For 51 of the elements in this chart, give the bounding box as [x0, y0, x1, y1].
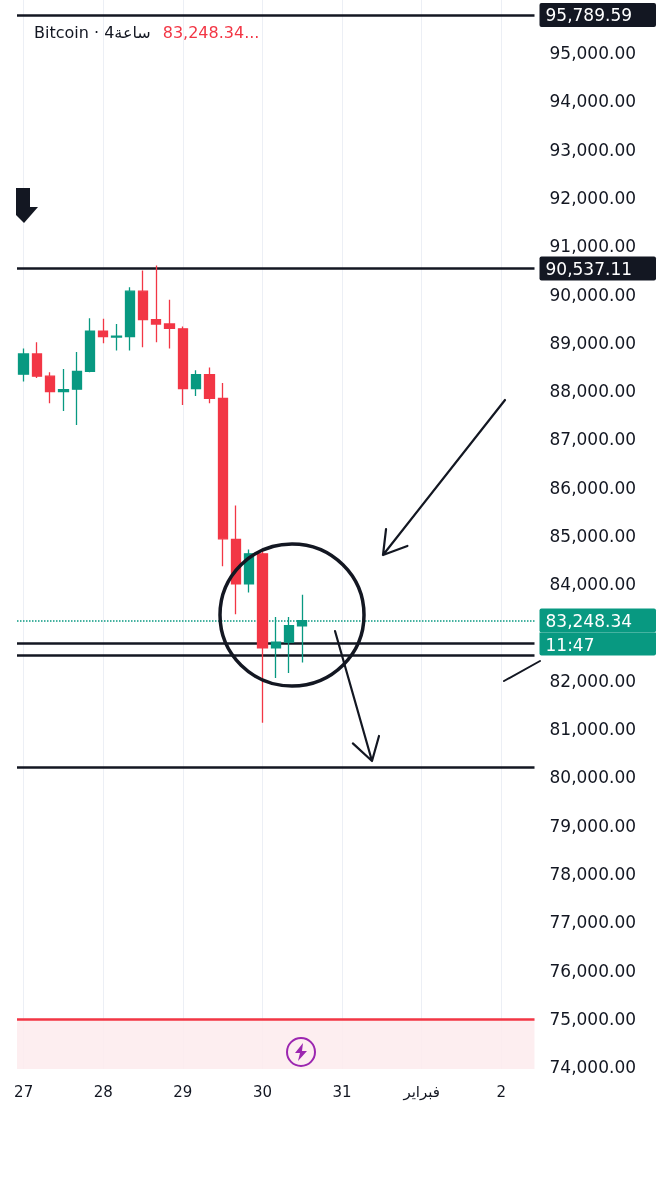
candlestick: [71, 351, 83, 426]
candlestick: [44, 371, 56, 404]
y-tick-label: 89,000.00: [549, 332, 637, 353]
y-tick-label: 81,000.00: [549, 719, 637, 740]
y-tick-label: 86,000.00: [549, 477, 637, 498]
y-tick-label: 88,000.00: [549, 381, 637, 402]
ref-line-label: 95,789.59: [545, 4, 633, 25]
y-tick-label: 80,000.00: [549, 767, 637, 788]
y-tick-label: 79,000.00: [549, 815, 637, 836]
y-tick-label: 84,000.00: [549, 574, 637, 595]
y-tick-label: 78,000.00: [549, 863, 637, 884]
y-tick-label: 90,000.00: [549, 284, 637, 305]
candlestick: [84, 317, 96, 373]
x-tick-label: 27: [14, 1082, 34, 1101]
x-tick-label: 30: [252, 1082, 273, 1101]
y-tick-label: 92,000.00: [549, 187, 637, 208]
candlestick: [110, 323, 123, 352]
candlestick: [17, 347, 30, 383]
y-tick-label: 75,000.00: [549, 1008, 637, 1029]
candlestick: [217, 382, 229, 568]
candlestick: [97, 318, 109, 344]
x-tick-label: 31: [332, 1082, 352, 1101]
text: 11:47: [545, 634, 595, 655]
candlestick: [177, 325, 189, 406]
y-tick-label: 74,000.00: [549, 1057, 637, 1078]
candlestick: [57, 368, 70, 412]
x-tick-label: 29: [173, 1082, 193, 1101]
ref-line-label: 83,248.34: [545, 610, 633, 631]
x-tick-label: 28: [93, 1082, 113, 1101]
ref-line-label: 90,537.11: [545, 258, 633, 279]
y-tick-label: 95,000.00: [549, 43, 637, 64]
candlestick: [163, 299, 176, 350]
y-tick-label: 77,000.00: [549, 912, 637, 933]
candlestick: [190, 369, 202, 397]
y-tick-label: 91,000.00: [549, 236, 637, 257]
candlestick: [124, 286, 136, 352]
text: 83,248.34...: [162, 22, 260, 42]
y-tick-label: 87,000.00: [549, 429, 637, 450]
y-tick-label: 93,000.00: [549, 139, 637, 160]
y-tick-label: 82,000.00: [549, 670, 637, 691]
y-tick-label: 76,000.00: [549, 960, 637, 981]
candlestick: [137, 269, 149, 348]
x-tick-label: فبراير: [402, 1082, 441, 1101]
text: Bitcoin · 4ساعة: [34, 22, 151, 42]
y-tick-label: 85,000.00: [549, 525, 637, 546]
y-tick-label: 94,000.00: [549, 91, 637, 112]
candlestick: [31, 341, 43, 379]
x-tick-label: 2: [496, 1082, 507, 1101]
candlestick: [150, 264, 162, 343]
candlestick: [256, 549, 269, 724]
candlestick: [203, 366, 216, 404]
